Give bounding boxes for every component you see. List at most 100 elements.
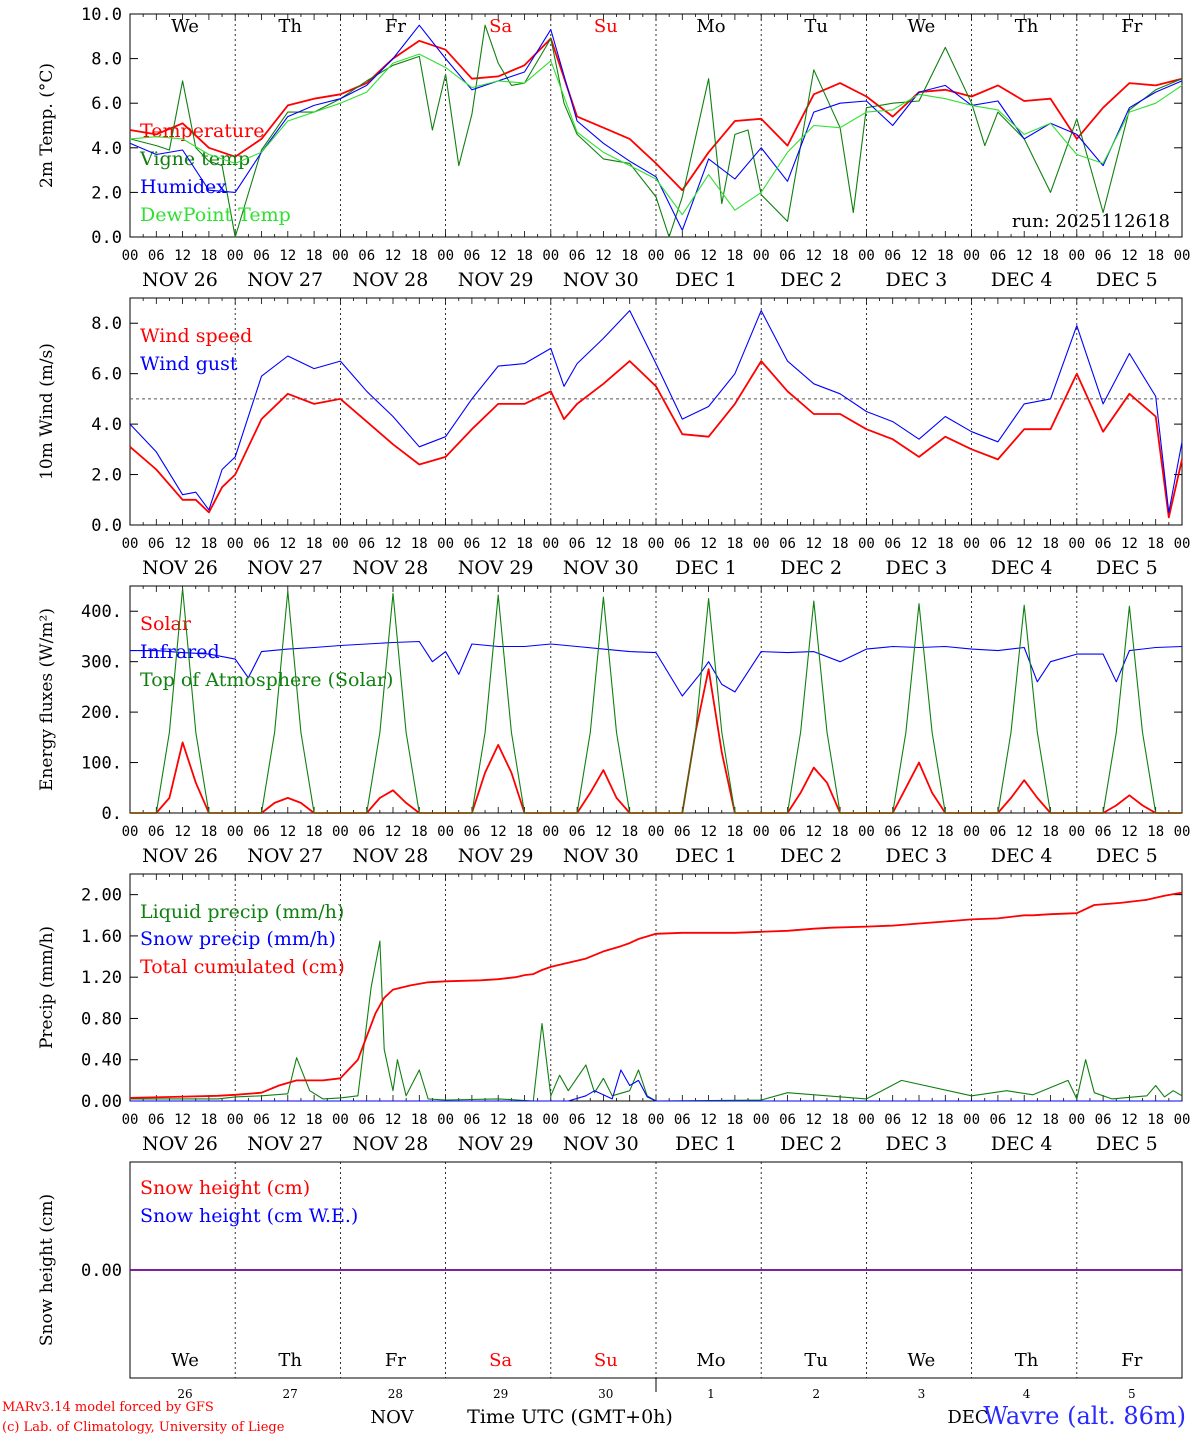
model-credit: MARv3.14 model forced by GFS [2,1400,214,1415]
x-hour-label: 18 [832,536,849,552]
x-hour-label: 00 [227,248,244,264]
y-tick-label: 0. [102,804,122,824]
x-hour-label: 12 [174,1112,191,1128]
x-date-label: DEC 4 [991,1133,1053,1155]
x-date-label: DEC 5 [1096,557,1158,579]
x-hour-label: 06 [674,824,691,840]
panel-frame [129,585,1183,814]
x-hour-label: 12 [805,248,822,264]
x-date-label: DEC 4 [991,845,1053,867]
x-date-label: DEC 3 [886,269,948,291]
x-hour-label: 06 [148,824,165,840]
x-hour-label: 00 [963,248,980,264]
x-hour-label: 00 [1174,824,1191,840]
legend-entry: Infrared [140,641,220,663]
x-date-label: DEC 3 [886,557,948,579]
y-tick-label: 2.0 [91,183,122,203]
run-label: run: 2025112618 [1012,211,1170,232]
y-tick-label: 1.60 [81,927,122,947]
x-date-label: DEC 5 [1096,845,1158,867]
x-hour-label: 18 [832,1112,849,1128]
x-hour-label: 18 [1042,248,1059,264]
day-name-label: Th [278,1350,302,1371]
x-hour-label: 18 [306,536,323,552]
x-date-label: NOV 29 [458,557,534,579]
x-date-label: NOV 28 [352,1133,428,1155]
x-date-label: NOV 26 [142,269,218,291]
x-hour-label: 18 [1147,248,1164,264]
x-hour-label: 06 [148,536,165,552]
x-hour-label: 00 [963,824,980,840]
x-date-label: DEC 2 [780,845,842,867]
day-number-label: 27 [283,1387,298,1401]
x-hour-label: 06 [463,248,480,264]
x-hour-label: 18 [726,536,743,552]
x-hour-label: 12 [385,1112,402,1128]
legend-entry: Liquid precip (mm/h) [140,901,344,923]
x-hour-label: 00 [437,248,454,264]
x-hour-label: 18 [1147,1112,1164,1128]
x-hour-label: 06 [884,248,901,264]
y-axis-label: Energy fluxes (W/m²) [37,608,57,791]
x-hour-label: 00 [332,1112,349,1128]
series-line-infrared [130,640,1183,697]
legend-entry: Humidex [140,176,227,198]
x-hour-label: 18 [411,824,428,840]
day-name-label: Th [1015,1350,1039,1371]
x-hour-label: 12 [595,536,612,552]
x-hour-label: 00 [1068,1112,1085,1128]
x-hour-label: 06 [989,824,1006,840]
x-hour-label: 00 [753,536,770,552]
x-hour-label: 06 [358,248,375,264]
x-hour-label: 18 [621,1112,638,1128]
x-hour-label: 12 [911,536,928,552]
lab-credit: (c) Lab. of Climatology, University of L… [2,1420,285,1435]
x-hour-label: 00 [963,536,980,552]
x-date-label: NOV 28 [352,269,428,291]
x-date-label: NOV 27 [247,557,323,579]
x-hour-label: 12 [1121,536,1138,552]
x-hour-label: 00 [648,1112,665,1128]
x-hour-label: 12 [279,536,296,552]
day-name-label: Tu [804,1350,828,1371]
x-hour-label: 00 [542,248,559,264]
x-hour-label: 12 [279,824,296,840]
x-hour-label: 00 [963,1112,980,1128]
legend-entry: Snow height (cm W.E.) [140,1205,358,1227]
x-hour-label: 06 [569,536,586,552]
x-date-label: DEC 1 [675,557,737,579]
x-hour-label: 00 [227,536,244,552]
x-hour-label: 18 [726,1112,743,1128]
x-date-label: NOV 29 [458,269,534,291]
x-axis-title: Time UTC (GMT+0h) [467,1406,673,1428]
day-name-label: Su [594,16,618,37]
x-hour-label: 12 [700,824,717,840]
x-hour-label: 18 [200,1112,217,1128]
station-label: Wavre (alt. 86m) [983,1402,1186,1430]
x-hour-label: 18 [200,248,217,264]
x-hour-label: 12 [1121,1112,1138,1128]
day-name-label: We [171,16,199,37]
x-hour-label: 12 [174,536,191,552]
x-hour-label: 00 [122,1112,139,1128]
x-hour-label: 00 [858,824,875,840]
x-hour-label: 06 [253,536,270,552]
x-date-label: NOV 26 [142,557,218,579]
x-hour-label: 06 [884,536,901,552]
x-hour-label: 06 [463,536,480,552]
day-name-label: We [171,1350,199,1371]
x-date-label: NOV 27 [247,845,323,867]
day-name-label: We [908,16,936,37]
day-name-label: Sa [489,16,512,37]
x-hour-label: 12 [595,824,612,840]
series-line-snow-precip-mm-h- [130,1069,1182,1102]
x-date-label: NOV 26 [142,1133,218,1155]
x-date-label: DEC 3 [886,1133,948,1155]
x-hour-label: 06 [779,536,796,552]
x-hour-label: 00 [332,248,349,264]
x-hour-label: 12 [805,536,822,552]
x-date-label: NOV 30 [563,845,639,867]
x-hour-label: 00 [542,824,559,840]
x-hour-label: 12 [700,536,717,552]
x-hour-label: 12 [595,1112,612,1128]
